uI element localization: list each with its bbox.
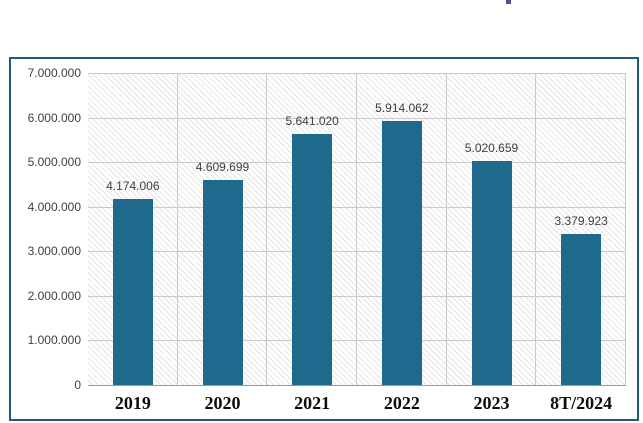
bar-chart-frame: 4.174.006 4.609.699 5.641.020 5.914.062 5.02…	[9, 57, 639, 421]
bar-2019	[112, 198, 153, 385]
vertical-gridline	[535, 73, 537, 385]
bar-value-label: 5.020.659	[464, 141, 519, 156]
bar-2023	[471, 161, 512, 385]
vertical-gridline	[356, 73, 357, 385]
x-category-label: 8T/2024	[550, 393, 613, 413]
y-tick-label: 3.000.000	[27, 244, 81, 259]
horizontal-gridline	[88, 295, 626, 297]
x-category-label: 2020	[204, 393, 241, 413]
y-tick-label: 4.000.000	[27, 199, 81, 214]
horizontal-gridline	[88, 73, 626, 74]
x-category-label: 2022	[383, 393, 420, 413]
x-category-label: 2023	[473, 393, 510, 413]
x-axis: 2019 2020 2021 2022 2023 8T/2024	[88, 385, 626, 415]
x-category-label: 2019	[114, 393, 151, 413]
horizontal-gridline	[88, 162, 626, 164]
y-axis: 0 1.000.000 2.000.000 3.000.000 4.000.000 5.0…	[11, 67, 81, 391]
bar-2021	[292, 133, 333, 385]
vertical-gridline	[266, 73, 268, 385]
bar-2022	[381, 121, 422, 385]
horizontal-gridline	[88, 251, 626, 253]
horizontal-gridline	[88, 206, 626, 208]
horizontal-gridline	[88, 340, 626, 342]
horizontal-gridline	[88, 117, 626, 119]
vertical-gridline	[625, 73, 626, 385]
plot-area: 4.174.006 4.609.699 5.641.020 5.914.062 5.02…	[88, 73, 626, 386]
bar-8T/2024	[561, 234, 602, 385]
bar-value-label: 4.174.006	[106, 178, 160, 193]
x-category-label: 2021	[294, 393, 331, 413]
bar-value-label: 3.379.923	[554, 214, 608, 229]
y-tick-label: 0	[74, 378, 81, 392]
vertical-gridline	[445, 73, 447, 385]
bar-value-label: 4.609.699	[195, 159, 250, 174]
y-tick-label: 5.000.000	[27, 155, 81, 170]
bar-2020	[202, 179, 243, 385]
bar-value-label: 5.914.062	[375, 101, 429, 116]
y-tick-label: 2.000.000	[27, 288, 81, 303]
bar-value-label: 5.641.020	[285, 113, 339, 128]
y-tick-label: 7.000.000	[27, 66, 81, 80]
vertical-gridline	[176, 73, 178, 385]
y-tick-label: 6.000.000	[27, 110, 81, 125]
clipped-text-artifact	[506, 0, 511, 4]
y-tick-label: 1.000.000	[27, 333, 81, 348]
